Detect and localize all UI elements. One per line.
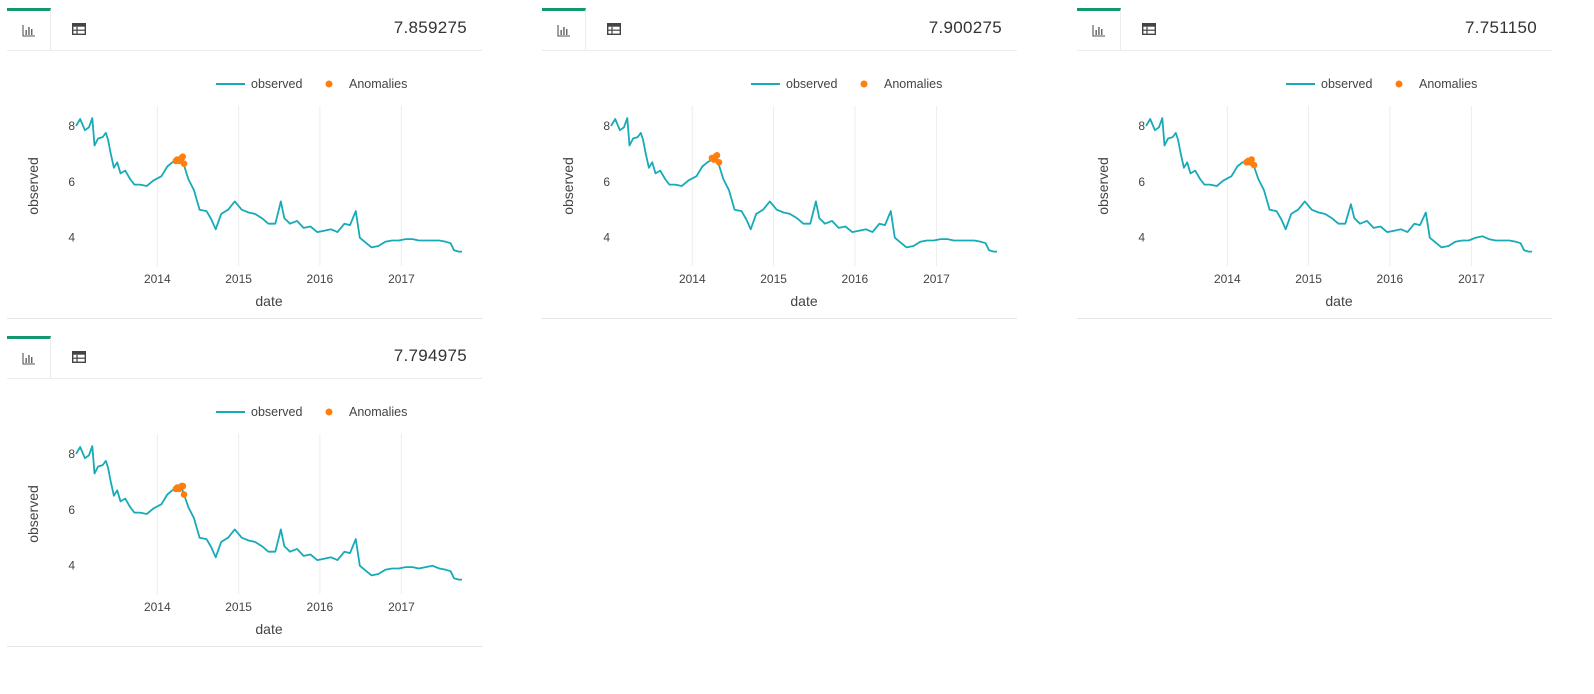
x-tick-label: 2017 [388, 272, 415, 286]
chart-card: 7.751150 2014 2015 2016 2017 4 6 8 date observed… [1077, 8, 1552, 319]
y-tick-label: 6 [1138, 175, 1145, 189]
metric-value: 7.794975 [393, 346, 467, 365]
tab-bar: 7.751150 [1077, 8, 1552, 51]
tab-table[interactable] [1127, 8, 1171, 50]
tab-chart[interactable] [1077, 8, 1121, 50]
table-icon [72, 351, 86, 363]
bar-chart-icon [556, 24, 570, 37]
x-tick-label: 2016 [307, 600, 334, 614]
line-chart: 2014 2015 2016 2017 4 6 8 date observed observed A… [25, 405, 462, 637]
anomaly-point [1250, 161, 1258, 169]
tab-chart[interactable] [7, 336, 51, 378]
x-tick-label: 2016 [1377, 272, 1404, 286]
y-axis-title: observed [25, 485, 41, 543]
x-tick-label: 2015 [225, 272, 252, 286]
y-tick-label: 6 [68, 175, 75, 189]
y-tick-label: 6 [603, 175, 610, 189]
bar-chart-icon [1091, 24, 1105, 37]
metric-value: 7.859275 [393, 18, 467, 37]
series-line-observed [610, 117, 997, 253]
y-axis-title: observed [1095, 157, 1111, 215]
x-tick-label: 2016 [842, 272, 869, 286]
x-axis-title: date [790, 293, 817, 309]
tab-table[interactable] [592, 8, 636, 50]
anomaly-point [179, 153, 186, 160]
chart-card: 7.794975 2014 2015 2016 2017 4 6 8 date observed… [7, 336, 482, 647]
legend-label: observed [251, 405, 302, 419]
series-line-observed [1145, 117, 1532, 253]
legend-label: Anomalies [349, 77, 407, 91]
anomaly-point [180, 491, 188, 498]
series-line-observed [75, 445, 462, 581]
x-tick-label: 2014 [1214, 272, 1241, 286]
x-tick-label: 2017 [923, 272, 950, 286]
y-tick-label: 8 [68, 119, 75, 133]
x-tick-label: 2014 [144, 272, 171, 286]
x-axis-title: date [1325, 293, 1352, 309]
legend-label: observed [1321, 77, 1372, 91]
x-axis-title: date [255, 621, 282, 637]
x-tick-label: 2017 [388, 600, 415, 614]
x-tick-label: 2017 [1458, 272, 1485, 286]
x-tick-label: 2015 [760, 272, 787, 286]
y-tick-label: 4 [603, 231, 610, 245]
table-icon [72, 23, 86, 35]
anomaly-point [713, 152, 721, 159]
metric-value: 7.900275 [928, 18, 1002, 37]
legend-dot-swatch [325, 408, 333, 416]
line-chart: 2014 2015 2016 2017 4 6 8 date observed observed A… [25, 77, 462, 309]
legend-label: Anomalies [884, 77, 942, 91]
y-axis-title: observed [25, 157, 41, 215]
y-tick-label: 6 [68, 503, 75, 517]
line-chart: 2014 2015 2016 2017 4 6 8 date observed observed A… [560, 77, 997, 309]
anomaly-point [179, 482, 187, 490]
table-icon [1142, 23, 1156, 35]
legend-dot-swatch [860, 80, 868, 88]
legend-label: Anomalies [1419, 77, 1477, 91]
legend-label: Anomalies [349, 405, 407, 419]
legend-label: observed [786, 77, 837, 91]
x-axis-title: date [255, 293, 282, 309]
bar-chart-icon [21, 352, 35, 365]
tab-bar: 7.859275 [7, 8, 482, 51]
y-axis-title: observed [560, 157, 576, 215]
anomaly-point [180, 160, 188, 167]
x-tick-label: 2016 [307, 272, 334, 286]
bar-chart-icon [21, 24, 35, 37]
tab-chart[interactable] [542, 8, 586, 50]
anomaly-point [715, 159, 723, 166]
chart-card: 7.859275 2014 2015 2016 2017 4 6 8 date observed… [7, 8, 482, 319]
x-tick-label: 2015 [1295, 272, 1322, 286]
y-tick-label: 4 [68, 231, 75, 245]
metric-value: 7.751150 [1464, 18, 1537, 37]
legend-label: observed [251, 77, 302, 91]
tab-chart[interactable] [7, 8, 51, 50]
anomaly-point [1248, 156, 1255, 163]
tab-table[interactable] [57, 8, 101, 50]
y-tick-label: 8 [603, 119, 610, 133]
chart-card: 7.900275 2014 2015 2016 2017 4 6 8 date observed… [542, 8, 1017, 319]
tab-bar: 7.794975 [7, 336, 482, 379]
legend-dot-swatch [325, 80, 333, 88]
y-tick-label: 4 [68, 559, 75, 573]
y-tick-label: 8 [1138, 119, 1145, 133]
x-tick-label: 2015 [225, 600, 252, 614]
line-chart: 2014 2015 2016 2017 4 6 8 date observed observed A… [1095, 77, 1532, 309]
tab-bar: 7.900275 [542, 8, 1017, 51]
x-tick-label: 2014 [679, 272, 706, 286]
y-tick-label: 8 [68, 447, 75, 461]
y-tick-label: 4 [1138, 231, 1145, 245]
table-icon [607, 23, 621, 35]
series-line-observed [75, 117, 462, 253]
x-tick-label: 2014 [144, 600, 171, 614]
tab-table[interactable] [57, 336, 101, 378]
legend-dot-swatch [1395, 80, 1403, 88]
